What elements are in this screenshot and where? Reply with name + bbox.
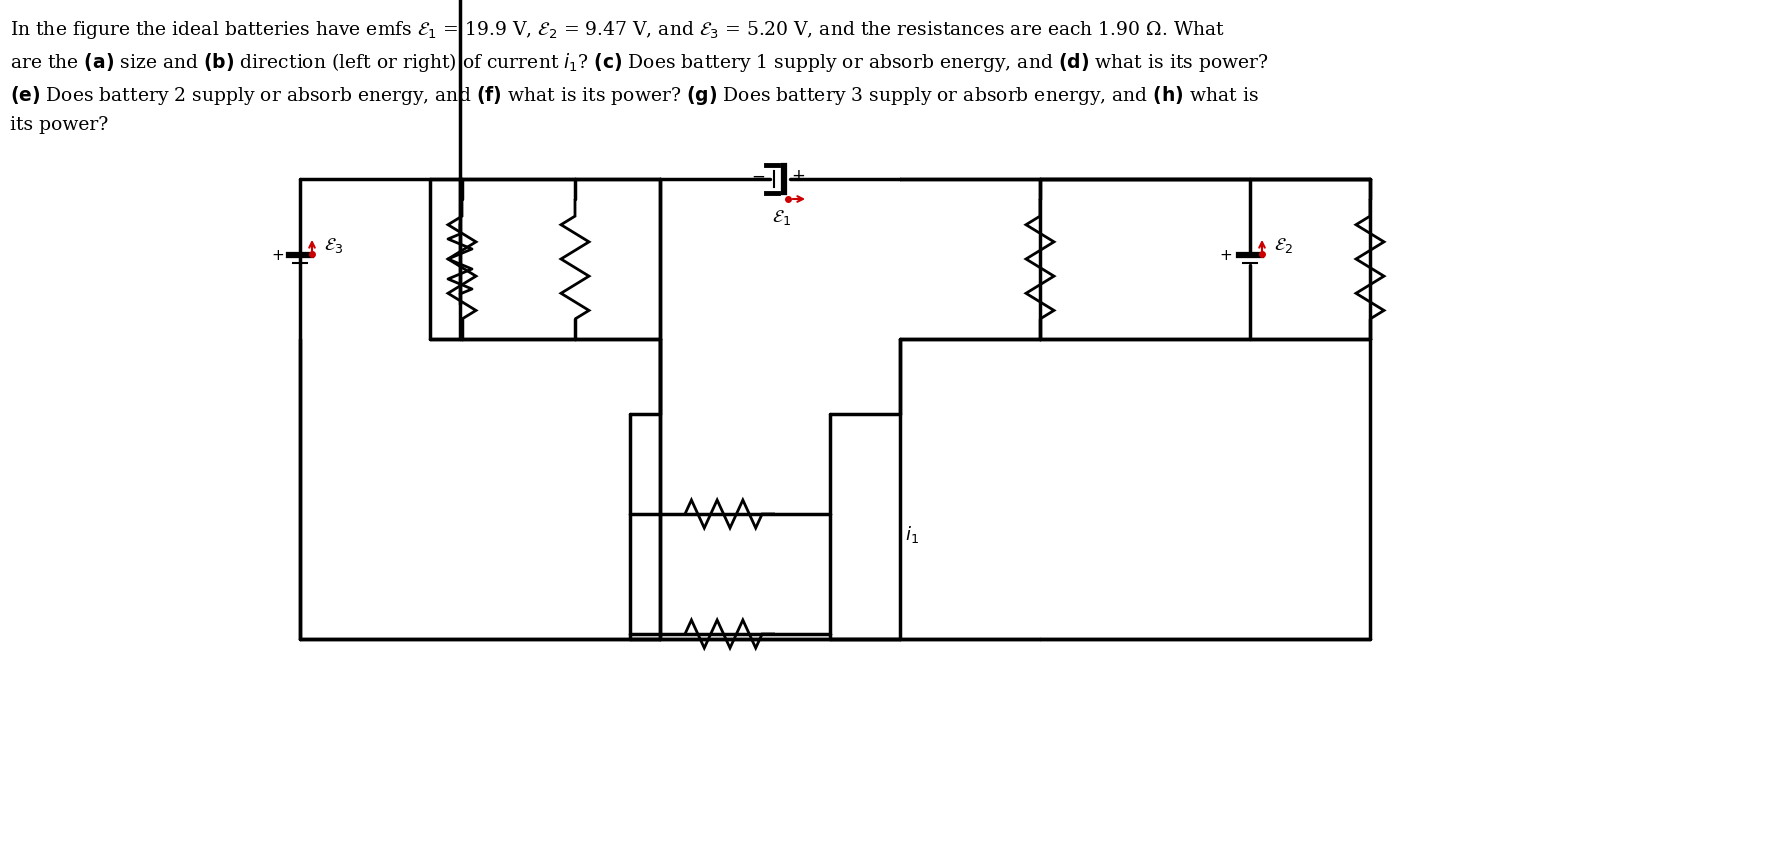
Text: $+$: $+$ [1219,247,1233,262]
Text: $\mathcal{E}_2$: $\mathcal{E}_2$ [1274,235,1292,255]
Text: $\mathcal{E}_1$: $\mathcal{E}_1$ [772,208,792,226]
Text: $\mathcal{E}_3$: $\mathcal{E}_3$ [324,235,342,255]
Text: $+$: $+$ [790,167,805,185]
Text: $-$: $-$ [751,167,765,185]
Text: $i_1$: $i_1$ [905,524,919,545]
Text: $+$: $+$ [271,247,285,262]
Text: In the figure the ideal batteries have emfs $\mathcal{E}_1$ = 19.9 V, $\mathcal{: In the figure the ideal batteries have e… [11,19,1269,134]
